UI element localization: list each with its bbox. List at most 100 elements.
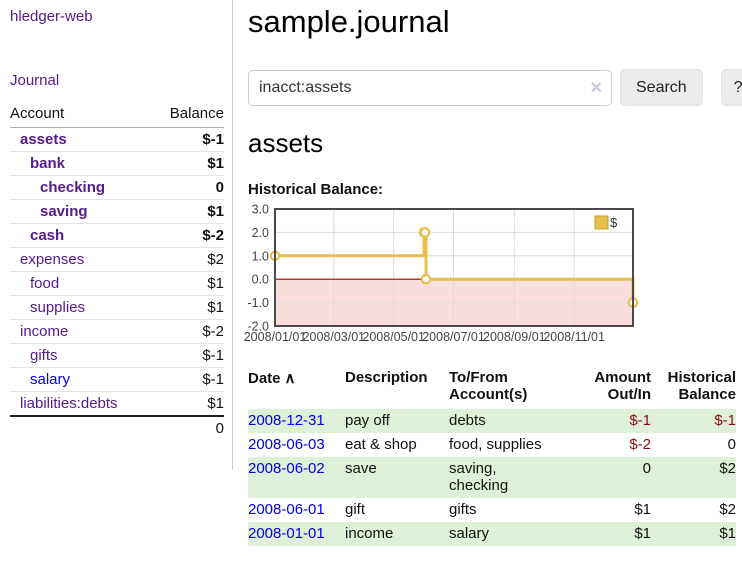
svg-text:0.0: 0.0 bbox=[252, 273, 269, 287]
accounts-total-value: 0 bbox=[152, 415, 224, 440]
register-col-description: Description bbox=[345, 369, 428, 386]
transaction-amount: $-1 bbox=[629, 412, 651, 429]
app-title-link[interactable]: hledger-web bbox=[10, 8, 93, 25]
transaction-balance: 0 bbox=[727, 436, 736, 453]
search-button[interactable]: Search bbox=[620, 69, 703, 106]
account-row: supplies $1 bbox=[10, 295, 224, 320]
accounts-total-row: 0 bbox=[10, 415, 224, 440]
register-col-date[interactable]: Date ∧ bbox=[248, 370, 296, 387]
account-row: liabilities:debts $1 bbox=[10, 391, 224, 417]
transaction-description: save bbox=[345, 460, 377, 477]
svg-text:1.0: 1.0 bbox=[252, 249, 269, 263]
transaction-accounts: food, supplies bbox=[449, 436, 542, 453]
register-row: 2008-01-01 income salary $1 $1 bbox=[248, 522, 736, 546]
accounts-table: Account Balance assets $-1 bank $1 check… bbox=[10, 103, 224, 440]
account-row: saving $1 bbox=[10, 199, 224, 224]
transaction-balance: $-1 bbox=[714, 412, 736, 429]
balance-chart-svg: $3.0 2.0 1.0 0.0 -1.0 -2.02008/01/012008/03/0… bbox=[244, 203, 639, 344]
transaction-date-link[interactable]: 2008-12-31 bbox=[248, 412, 325, 429]
clear-search-icon[interactable]: ✕ bbox=[589, 79, 603, 97]
account-balance: $1 bbox=[152, 199, 224, 224]
search-input[interactable] bbox=[248, 69, 612, 106]
transaction-description: income bbox=[345, 525, 394, 542]
account-link-bank[interactable]: bank bbox=[30, 155, 66, 172]
svg-text:2008/03/01: 2008/03/01 bbox=[303, 330, 366, 344]
transaction-date-link[interactable]: 2008-01-01 bbox=[248, 525, 325, 542]
register-row: 2008-12-31 pay off debts $-1 $-1 bbox=[248, 409, 736, 433]
transaction-date-link[interactable]: 2008-06-01 bbox=[248, 501, 325, 518]
account-link-food[interactable]: food bbox=[30, 275, 60, 292]
transaction-accounts: debts bbox=[449, 412, 486, 429]
account-row: assets $-1 bbox=[10, 127, 224, 152]
account-link-gifts[interactable]: gifts bbox=[30, 347, 58, 364]
help-button[interactable]: ? bbox=[720, 69, 742, 106]
transaction-date-link[interactable]: 2008-06-03 bbox=[248, 436, 325, 453]
journal-link[interactable]: Journal bbox=[10, 72, 60, 89]
account-row: food $1 bbox=[10, 271, 224, 296]
svg-text:$: $ bbox=[610, 215, 618, 230]
account-balance: $-1 bbox=[152, 367, 224, 392]
account-balance: $1 bbox=[152, 151, 224, 176]
register-col-historical: Historical Balance bbox=[667, 369, 736, 403]
svg-text:2008/07/01: 2008/07/01 bbox=[422, 330, 485, 344]
register-row: 2008-06-03 eat & shop food, supplies $-2… bbox=[248, 433, 736, 457]
svg-text:-2.0: -2.0 bbox=[247, 320, 269, 334]
account-link-salary[interactable]: salary bbox=[30, 371, 71, 388]
svg-text:2008/05/01: 2008/05/01 bbox=[362, 330, 425, 344]
main-content: sample.journal ✕ Search ? assets Histori… bbox=[244, 0, 742, 546]
transaction-date-link[interactable]: 2008-06-02 bbox=[248, 460, 325, 477]
account-balance: $1 bbox=[152, 295, 224, 320]
account-link-supplies[interactable]: supplies bbox=[30, 299, 86, 316]
svg-text:2008/01/01: 2008/01/01 bbox=[244, 330, 307, 344]
svg-text:3.0: 3.0 bbox=[252, 204, 269, 217]
account-link-assets[interactable]: assets bbox=[20, 131, 67, 148]
search-form: ✕ Search ? bbox=[248, 69, 742, 106]
transaction-balance: $1 bbox=[719, 525, 736, 542]
account-link-saving[interactable]: saving bbox=[40, 203, 88, 220]
account-link-checking[interactable]: checking bbox=[40, 179, 106, 196]
transaction-amount: $-2 bbox=[629, 436, 651, 453]
transaction-amount: $1 bbox=[634, 501, 651, 518]
sort-ascending-icon: ∧ bbox=[284, 370, 296, 387]
account-link-income[interactable]: income bbox=[20, 323, 69, 340]
svg-text:2008/11/01: 2008/11/01 bbox=[543, 330, 605, 344]
transaction-amount: $1 bbox=[634, 525, 651, 542]
account-balance: 0 bbox=[152, 175, 224, 200]
transaction-description: eat & shop bbox=[345, 436, 417, 453]
account-balance: $1 bbox=[152, 271, 224, 296]
account-link-liabilities-debts[interactable]: liabilities:debts bbox=[20, 395, 118, 412]
account-balance: $-2 bbox=[152, 223, 224, 248]
account-balance: $1 bbox=[152, 391, 224, 417]
transaction-accounts: salary bbox=[449, 525, 490, 542]
historical-balance-chart: $3.0 2.0 1.0 0.0 -1.0 -2.0 2008/01/01 2008/03/0… bbox=[243, 203, 736, 353]
transaction-description: pay off bbox=[345, 412, 390, 429]
transaction-amount: 0 bbox=[642, 460, 651, 477]
account-row: expenses $2 bbox=[10, 247, 224, 272]
register-row: 2008-06-01 gift gifts $1 $2 bbox=[248, 498, 736, 522]
register-header-row: Date ∧ Description To/From Account(s) Amo… bbox=[248, 367, 736, 409]
account-balance: $2 bbox=[152, 247, 224, 272]
account-balance: $-1 bbox=[152, 343, 224, 368]
account-row: bank $1 bbox=[10, 151, 224, 176]
account-heading: assets bbox=[248, 128, 324, 158]
account-balance: $-2 bbox=[152, 319, 224, 344]
svg-text:-1.0: -1.0 bbox=[247, 296, 269, 310]
account-row: income $-2 bbox=[10, 319, 224, 344]
accounts-col-account: Account bbox=[10, 103, 153, 128]
account-link-cash[interactable]: cash bbox=[30, 227, 65, 244]
account-link-expenses[interactable]: expenses bbox=[20, 251, 85, 268]
svg-text:2.0: 2.0 bbox=[252, 226, 269, 240]
register-col-amount: Amount Out/In bbox=[594, 369, 651, 403]
account-row: gifts $-1 bbox=[10, 343, 224, 368]
sidebar: hledger-web Journal Account Balance asse… bbox=[0, 0, 233, 470]
register-table: Date ∧ Description To/From Account(s) Amo… bbox=[248, 367, 736, 546]
transaction-balance: $2 bbox=[719, 460, 736, 477]
register-col-tofrom: To/From Account(s) bbox=[449, 369, 528, 403]
account-row: salary $-1 bbox=[10, 367, 224, 392]
svg-text:2008/09/01: 2008/09/01 bbox=[483, 330, 546, 344]
account-balance: $-1 bbox=[152, 127, 224, 152]
transaction-accounts: gifts bbox=[449, 501, 477, 518]
account-row: checking 0 bbox=[10, 175, 224, 200]
page-title: sample.journal bbox=[248, 4, 450, 39]
transaction-accounts: saving, checking bbox=[449, 460, 509, 494]
